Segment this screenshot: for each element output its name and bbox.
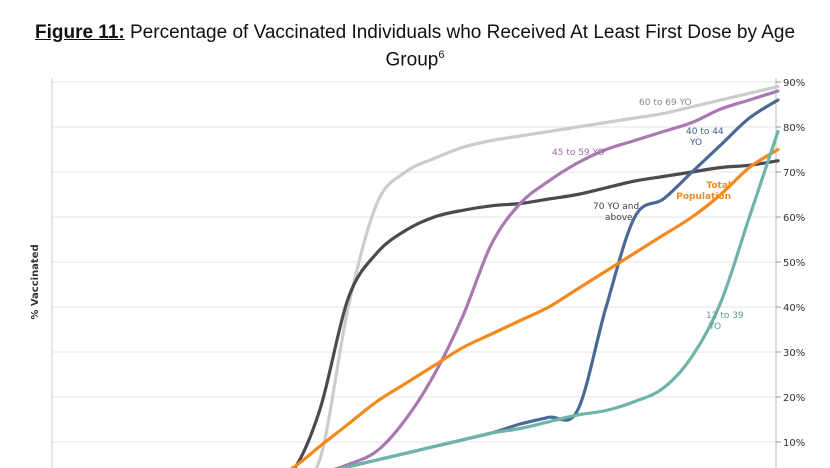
y-tick-label-80: 80% (783, 123, 805, 134)
y-tick-label-60: 60% (783, 213, 805, 224)
annotation-total-population: Total (706, 181, 731, 191)
y-tick-label-40: 40% (783, 303, 805, 314)
y-tick-label-10: 10% (783, 438, 805, 449)
annotation-70-yo-and-above-line-2: above (605, 213, 633, 223)
figure-footnote: 6 (438, 49, 445, 61)
figure-title-line-1: Figure 11: Percentage of Vaccinated Indi… (0, 22, 830, 44)
series-line-12-to-39-yo (336, 129, 780, 468)
figure-title-text-2: Group (385, 49, 439, 71)
annotation-12-to-39-yo: 12 to 39 (706, 311, 744, 321)
y-axis-ticks: 10% 20% 30% 40% 50% 60% 70% 80% 90% (776, 78, 805, 449)
y-tick-label-70: 70% (783, 168, 805, 179)
y-tick-label-30: 30% (783, 348, 805, 359)
series-line-total-population (289, 147, 780, 468)
y-tick-label-90: 90% (783, 78, 805, 89)
y-tick-label-20: 20% (783, 393, 805, 404)
figure-title-text: Percentage of Vaccinated Individuals who… (124, 22, 796, 43)
series-line-40-to-44-yo (336, 98, 780, 468)
figure-label: Figure 11: (34, 22, 125, 43)
series-lines (289, 84, 780, 468)
figure-title: Figure 11: Percentage of Vaccinated Indi… (0, 22, 830, 71)
y-axis-label: % Vaccinated (30, 244, 41, 319)
annotation-12-to-39-yo-line-2: YO (708, 322, 721, 332)
annotation-60-to-69-yo: 60 to 69 YO (639, 98, 692, 108)
series-line-45-to-59-yo (333, 89, 780, 468)
series-line-60-to-69-yo (314, 84, 780, 468)
annotation-70-yo-and-above: 70 YO and (593, 202, 639, 212)
annotation-40-to-44-yo: 40 to 44 (686, 127, 724, 137)
annotation-total-population-line-2: Population (676, 192, 731, 202)
y-tick-label-50: 50% (783, 258, 805, 269)
figure-title-line-2: Group6 (0, 44, 830, 71)
annotation-45-to-59-yo: 45 to 59 YO (552, 148, 605, 158)
series-line-70-yo-and-above (292, 159, 780, 468)
annotation-40-to-44-yo-line-2: YO (689, 138, 702, 148)
grid-lines (52, 81, 776, 443)
